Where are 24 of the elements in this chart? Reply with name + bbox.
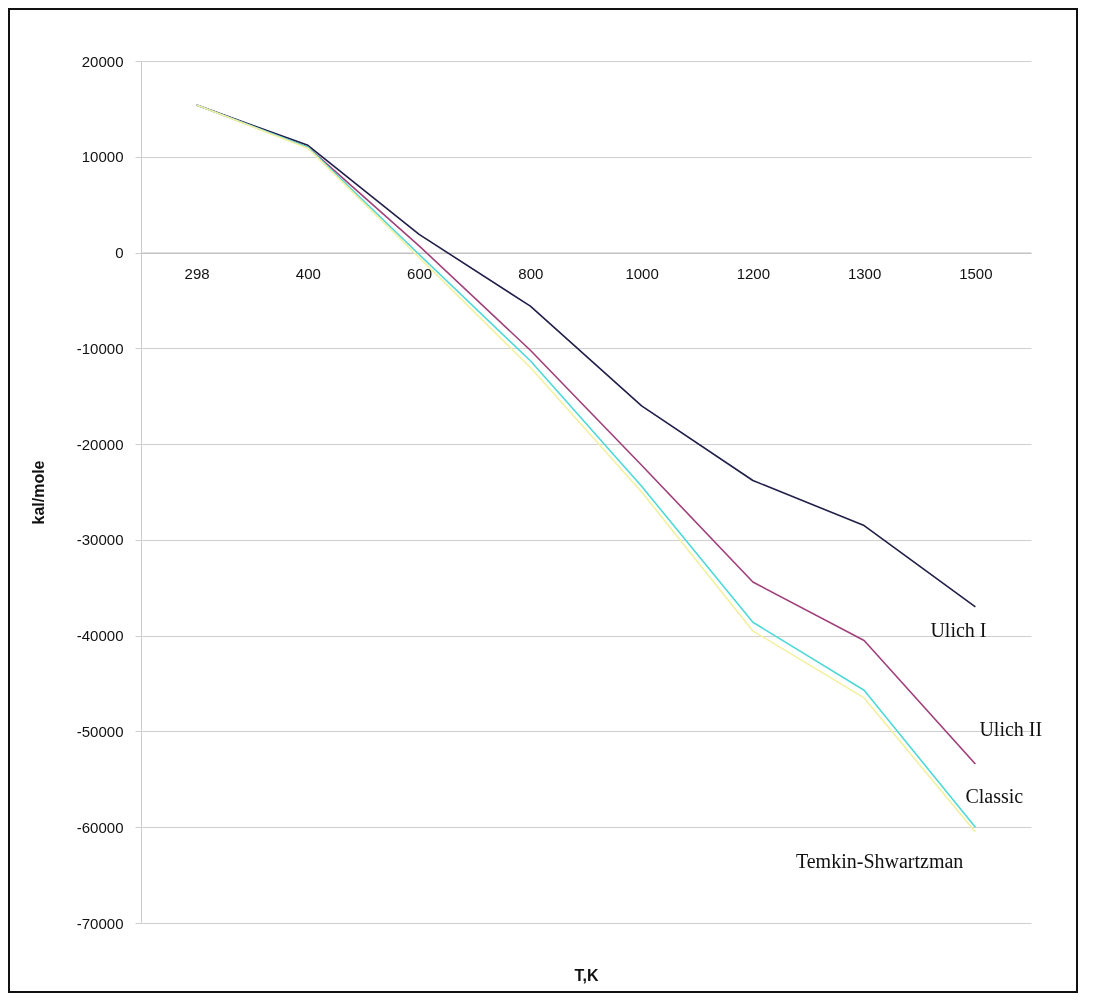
series-label: Classic [965,785,1024,808]
x-tick-label: 1000 [625,265,659,283]
series-label: Ulich II [979,718,1043,741]
y-tick-label: -10000 [76,339,124,357]
y-tick-label: -30000 [76,531,124,549]
y-tick-label: -60000 [76,818,124,836]
y-tick-label: -40000 [76,627,124,645]
x-tick-label: 1300 [847,265,882,283]
x-tick-label: 400 [295,265,321,283]
x-tick-label: 800 [518,265,544,283]
y-tick-label: 20000 [81,52,124,70]
y-axis-title: kal/mole [29,460,47,525]
y-tick-label: 10000 [81,148,124,166]
x-axis-title: T,K [574,966,599,984]
y-tick-label: 0 [115,244,124,262]
y-tick-label: -50000 [76,722,124,740]
x-tick-label: 1200 [736,265,771,283]
x-tick-label: 298 [184,265,210,283]
series-label: Temkin-Shwartzman [795,850,964,873]
y-tick-label: -20000 [76,435,124,453]
x-tick-label: 600 [407,265,433,283]
series-label: Ulich I [930,618,987,641]
x-tick-label: 1500 [959,265,993,283]
y-tick-label: -70000 [76,914,124,932]
